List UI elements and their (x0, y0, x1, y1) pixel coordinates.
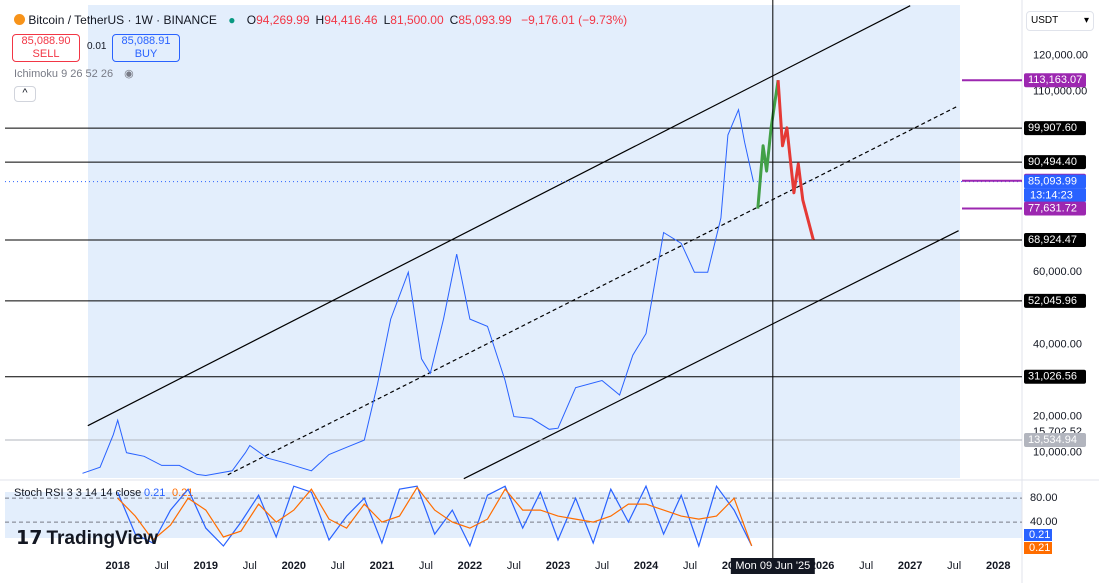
sell-button[interactable]: 85,088.90 SELL (12, 34, 80, 62)
level-label-box (1024, 121, 1086, 136)
currency-select[interactable]: USDT ▾ (1026, 11, 1094, 31)
stoch-tick-label: 40.00 (1030, 516, 1058, 528)
x-tick-label: 2027 (898, 560, 922, 572)
x-tick-label: 2021 (370, 560, 394, 572)
countdown-box (1024, 188, 1086, 202)
spread: 0.01 (87, 41, 107, 52)
level-label: 68,924.47 (1028, 234, 1077, 246)
ohlc: O94,269.99 H94,416.46 L81,500.00 C85,093.99 (247, 13, 518, 27)
level-label-box (1024, 432, 1086, 447)
x-tick-label: Jul (683, 560, 697, 572)
y-tick-label: 40,000.00 (1033, 338, 1082, 350)
ohlc-key: C (449, 13, 459, 27)
collapse-button[interactable]: ^ (14, 86, 36, 102)
x-tick-label: 2019 (194, 560, 218, 572)
stoch-tick-label: 80.00 (1030, 492, 1058, 504)
level-label-box (1024, 369, 1086, 384)
y-tick-label: 120,000.00 (1033, 49, 1088, 61)
stoch-value: 0.21 (144, 487, 165, 499)
channel-line (463, 230, 959, 480)
logo: 𝟭𝟳 TradingView (16, 528, 159, 549)
stoch-last-box (1024, 542, 1052, 554)
x-tick-label: Jul (155, 560, 169, 572)
x-tick-label: 2024 (634, 560, 659, 572)
symbol-title: Bitcoin / TetherUS · 1W · BINANCE ● O94,… (14, 13, 627, 27)
ohlc-key: H (315, 13, 325, 27)
stoch-last-label: 0.21 (1029, 542, 1050, 554)
projection-line (756, 79, 780, 209)
stoch-line (117, 484, 753, 548)
price-label-box (1024, 73, 1086, 88)
x-tick-label: 2022 (458, 560, 482, 572)
price-label: 77,631.72 (1028, 202, 1077, 214)
buy-label: BUY (134, 48, 158, 60)
last-price-label-box (1024, 174, 1086, 189)
coin-icon (14, 14, 25, 25)
projection-line (776, 80, 815, 241)
crosshair-label: Mon 09 Jun '25 (735, 560, 810, 572)
indicator-row: Ichimoku 9 26 52 26 ◉ (14, 68, 134, 80)
x-tick-label: Jul (507, 560, 521, 572)
buy-price: 85,088.91 (121, 35, 171, 47)
price-line (82, 107, 754, 477)
y-tick-label: 110,000.00 (1033, 86, 1087, 98)
level-label-box (1024, 293, 1086, 308)
level-label: 52,045.96 (1028, 295, 1077, 307)
channel-line (227, 105, 959, 476)
logo-text: TradingView (46, 528, 159, 549)
buy-button[interactable]: 85,088.91 BUY (112, 34, 180, 62)
level-label: 31,026.56 (1028, 371, 1077, 383)
ohlc-value: 85,093.99 (458, 13, 512, 27)
x-tick-label: 2028 (986, 560, 1010, 572)
currency: USDT (1031, 15, 1059, 26)
level-label: 13,534.94 (1028, 434, 1077, 446)
stoch-line (117, 486, 753, 547)
price-label-box (1024, 201, 1086, 216)
channel-fill (88, 5, 960, 478)
stoch-last-label: 0.21 (1029, 529, 1050, 541)
y-tick-label: 10,000.00 (1033, 447, 1082, 459)
x-tick-label: Jul (243, 560, 257, 572)
ohlc-key: L (383, 13, 391, 27)
symbol: Bitcoin / TetherUS · 1W · BINANCE (28, 13, 217, 27)
level-label: 90,494.40 (1028, 156, 1077, 168)
y-tick-label: 60,000.00 (1033, 266, 1082, 278)
x-tick-label: 2026 (810, 560, 834, 572)
ohlc-value: 81,500.00 (390, 13, 444, 27)
ohlc-key: O (246, 13, 257, 27)
level-label: 99,907.60 (1028, 122, 1077, 134)
sell-price: 85,088.90 (21, 35, 71, 47)
crosshair-label-box (730, 558, 815, 574)
change: −9,176.01 (−9.73%) (521, 13, 628, 27)
x-tick-label: 2023 (546, 560, 570, 572)
sell-label: SELL (32, 48, 60, 60)
ohlc-value: 94,416.46 (324, 13, 378, 27)
countdown: 13:14:23 (1030, 189, 1073, 201)
level-label-box (1024, 155, 1086, 170)
x-tick-label: Jul (419, 560, 433, 572)
ohlc-value: 94,269.99 (256, 13, 310, 27)
x-tick-label: Jul (595, 560, 609, 572)
x-tick-label: 2020 (282, 560, 306, 572)
y-tick-label: 20,000.00 (1033, 411, 1082, 423)
stoch-title: Stoch RSI 3 3 14 14 close (14, 487, 141, 499)
last-price-label: 85,093.99 (1028, 175, 1077, 187)
price-label: 113,163.07 (1028, 74, 1082, 86)
indicator: Ichimoku 9 26 52 26 (14, 68, 114, 80)
x-tick-label: Jul (947, 560, 961, 572)
x-tick-label: Jul (331, 560, 345, 572)
stoch-last-box (1024, 529, 1052, 541)
x-tick-label: Jul (859, 560, 873, 572)
level-label-box (1024, 232, 1086, 247)
status-dot: ● (228, 13, 236, 27)
x-tick-label: 2018 (105, 560, 129, 572)
